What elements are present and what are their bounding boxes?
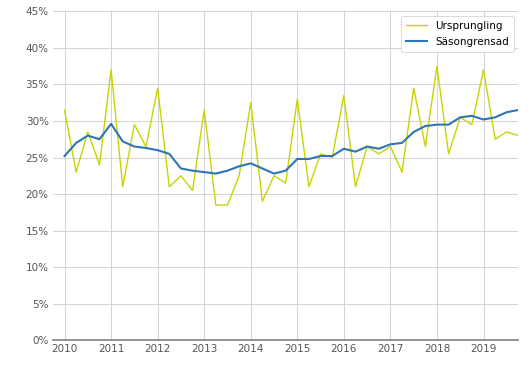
Säsongrensad — [294, 157, 300, 161]
Säsongrensad — [504, 110, 510, 115]
Ursprungling — [480, 68, 487, 72]
Ursprungling — [85, 130, 91, 134]
Säsongrensad — [387, 142, 394, 147]
Säsongrensad — [178, 166, 184, 171]
Säsongrensad — [154, 148, 161, 152]
Säsongrensad — [445, 122, 452, 127]
Ursprungling — [504, 130, 510, 134]
Ursprungling — [341, 93, 347, 98]
Ursprungling — [387, 144, 394, 149]
Säsongrensad — [85, 133, 91, 138]
Säsongrensad — [411, 130, 417, 134]
Säsongrensad — [108, 122, 114, 126]
Säsongrensad — [131, 144, 138, 149]
Ursprungling — [213, 203, 219, 207]
Ursprungling — [224, 203, 231, 207]
Säsongrensad — [201, 170, 207, 174]
Säsongrensad — [399, 141, 405, 145]
Ursprungling — [306, 184, 312, 189]
Line: Säsongrensad: Säsongrensad — [65, 110, 518, 174]
Ursprungling — [131, 122, 138, 127]
Säsongrensad — [259, 166, 266, 171]
Ursprungling — [364, 144, 370, 149]
Säsongrensad — [376, 146, 382, 151]
Ursprungling — [352, 184, 359, 189]
Legend: Ursprungling, Säsongrensad: Ursprungling, Säsongrensad — [401, 15, 514, 52]
Ursprungling — [469, 122, 475, 127]
Säsongrensad — [515, 108, 522, 112]
Ursprungling — [317, 152, 324, 156]
Ursprungling — [73, 170, 79, 174]
Ursprungling — [96, 163, 103, 167]
Ursprungling — [154, 86, 161, 90]
Ursprungling — [108, 68, 114, 72]
Ursprungling — [248, 101, 254, 105]
Säsongrensad — [422, 124, 428, 129]
Säsongrensad — [492, 115, 498, 119]
Ursprungling — [457, 115, 463, 119]
Ursprungling — [515, 133, 522, 138]
Ursprungling — [329, 155, 335, 160]
Säsongrensad — [317, 154, 324, 158]
Säsongrensad — [434, 122, 440, 127]
Ursprungling — [411, 86, 417, 90]
Ursprungling — [399, 170, 405, 174]
Säsongrensad — [248, 161, 254, 166]
Ursprungling — [294, 97, 300, 101]
Säsongrensad — [61, 154, 68, 158]
Säsongrensad — [364, 144, 370, 149]
Line: Ursprungling: Ursprungling — [65, 66, 518, 205]
Säsongrensad — [96, 137, 103, 141]
Ursprungling — [61, 108, 68, 112]
Säsongrensad — [224, 168, 231, 173]
Säsongrensad — [271, 171, 277, 176]
Säsongrensad — [469, 113, 475, 118]
Ursprungling — [434, 64, 440, 68]
Säsongrensad — [189, 168, 196, 173]
Ursprungling — [376, 152, 382, 156]
Säsongrensad — [236, 164, 242, 169]
Säsongrensad — [329, 154, 335, 158]
Säsongrensad — [341, 146, 347, 151]
Ursprungling — [189, 188, 196, 193]
Ursprungling — [271, 174, 277, 178]
Säsongrensad — [352, 149, 359, 154]
Ursprungling — [143, 144, 149, 149]
Ursprungling — [120, 184, 126, 189]
Säsongrensad — [73, 141, 79, 145]
Ursprungling — [282, 181, 289, 185]
Säsongrensad — [143, 146, 149, 150]
Ursprungling — [201, 108, 207, 112]
Ursprungling — [422, 144, 428, 149]
Säsongrensad — [306, 157, 312, 161]
Säsongrensad — [213, 171, 219, 176]
Säsongrensad — [480, 117, 487, 122]
Ursprungling — [178, 174, 184, 178]
Ursprungling — [259, 199, 266, 204]
Säsongrensad — [282, 168, 289, 173]
Säsongrensad — [457, 115, 463, 119]
Ursprungling — [236, 174, 242, 178]
Ursprungling — [492, 137, 498, 141]
Ursprungling — [166, 184, 172, 189]
Säsongrensad — [166, 152, 172, 156]
Säsongrensad — [120, 139, 126, 144]
Ursprungling — [445, 152, 452, 156]
